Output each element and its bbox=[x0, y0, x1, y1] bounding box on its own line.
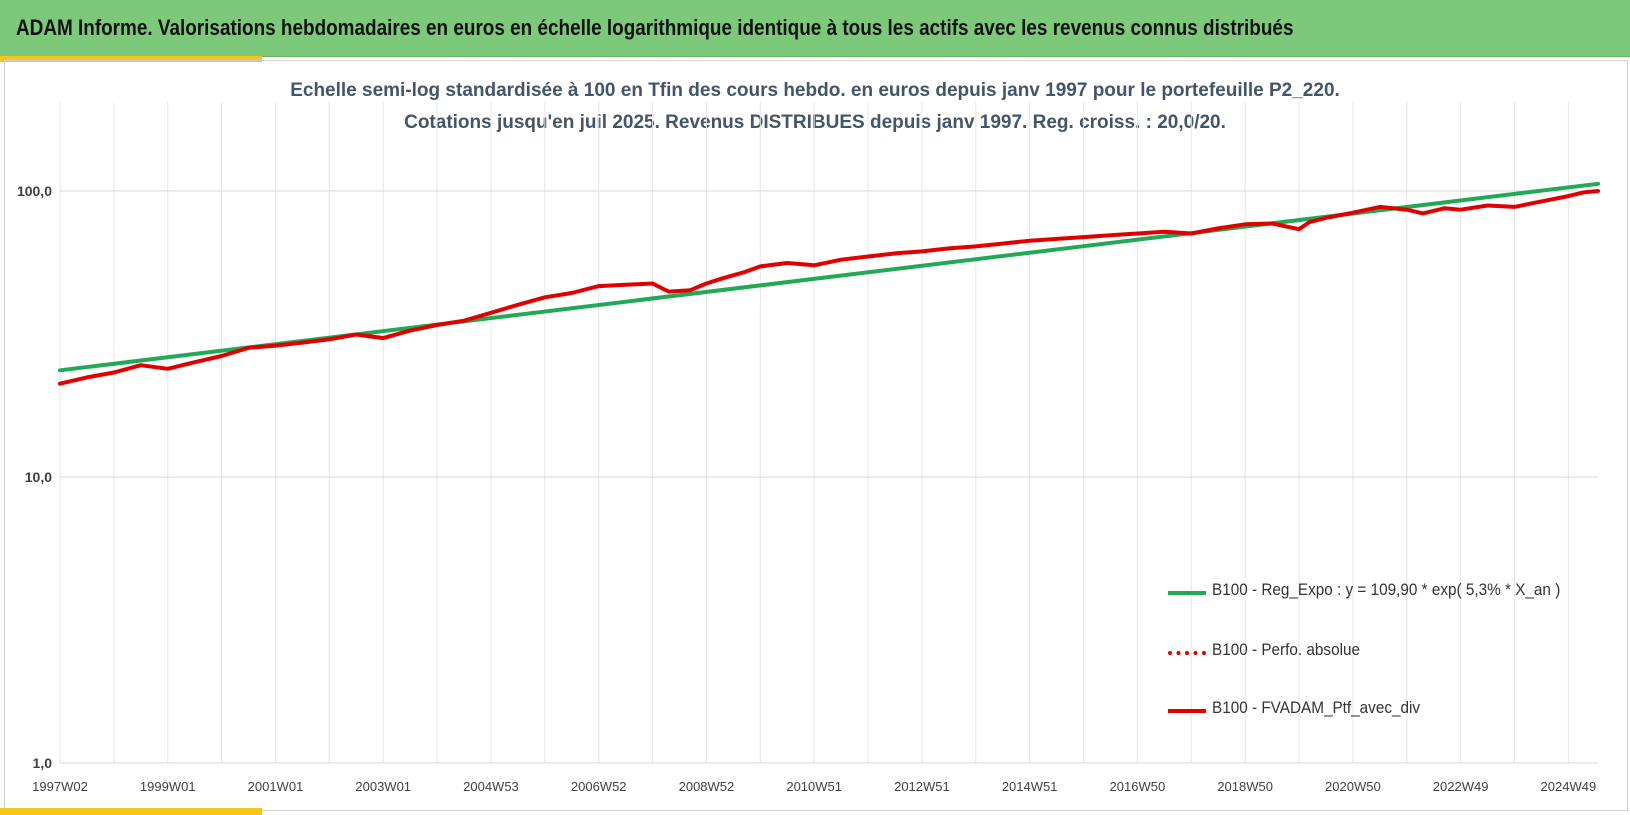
x-tick-label: 2008W52 bbox=[679, 779, 735, 794]
x-tick-label: 2018W50 bbox=[1217, 779, 1273, 794]
x-tick-label: 2022W49 bbox=[1433, 779, 1489, 794]
banner: ADAM Informe. Valorisations hebdomadaire… bbox=[0, 0, 1630, 57]
x-tick-label: 1997W02 bbox=[32, 779, 88, 794]
series-line-2 bbox=[58, 189, 1600, 386]
x-tick-label: 2020W50 bbox=[1325, 779, 1381, 794]
chart-title: Echelle semi-log standardisée à 100 en T… bbox=[290, 80, 1340, 101]
x-tick-label: 1999W01 bbox=[140, 779, 196, 794]
legend-label: B100 - FVADAM_Ptf_avec_div bbox=[1212, 698, 1421, 717]
banner-title: ADAM Informe. Valorisations hebdomadaire… bbox=[16, 15, 1294, 40]
chart-subtitle: Cotations jusqu'en juil 2025. Revenus DI… bbox=[404, 112, 1226, 133]
y-axis-ticks: 1,0 10,0 100,0 bbox=[17, 183, 52, 771]
x-tick-label: 2016W50 bbox=[1110, 779, 1166, 794]
y-tick-label: 100,0 bbox=[17, 183, 52, 199]
x-tick-label: 2001W01 bbox=[248, 779, 304, 794]
x-tick-label: 2006W52 bbox=[571, 779, 627, 794]
x-tick-label: 2003W01 bbox=[355, 779, 411, 794]
x-tick-label: 2004W53 bbox=[463, 779, 519, 794]
vertical-gridlines bbox=[59, 102, 1569, 763]
x-tick-label: 2014W51 bbox=[1002, 779, 1058, 794]
accent-bar-top bbox=[0, 56, 262, 62]
x-tick-label: 2024W49 bbox=[1541, 779, 1597, 794]
accent-bar-bottom bbox=[0, 808, 262, 815]
x-tick-label: 2010W51 bbox=[786, 779, 842, 794]
x-axis-ticks: 1997W02 1999W01 2001W01 2003W01 2004W53 2006W… bbox=[32, 779, 1596, 794]
series-lines bbox=[58, 181, 1600, 386]
legend-swatch-green bbox=[1168, 591, 1206, 595]
legend-swatch-red bbox=[1168, 709, 1206, 713]
legend-label: B100 - Reg_Expo : y = 109,90 * exp( 5,3%… bbox=[1212, 580, 1561, 599]
x-tick-label: 2012W51 bbox=[894, 779, 950, 794]
chart-frame bbox=[4, 60, 1628, 811]
legend-swatch-red-dotted bbox=[1168, 651, 1206, 655]
legend-label: B100 - Perfo. absolue bbox=[1212, 640, 1361, 659]
y-tick-label: 1,0 bbox=[33, 755, 53, 771]
y-tick-label: 10,0 bbox=[25, 469, 52, 485]
horizontal-gridlines bbox=[60, 190, 1598, 764]
